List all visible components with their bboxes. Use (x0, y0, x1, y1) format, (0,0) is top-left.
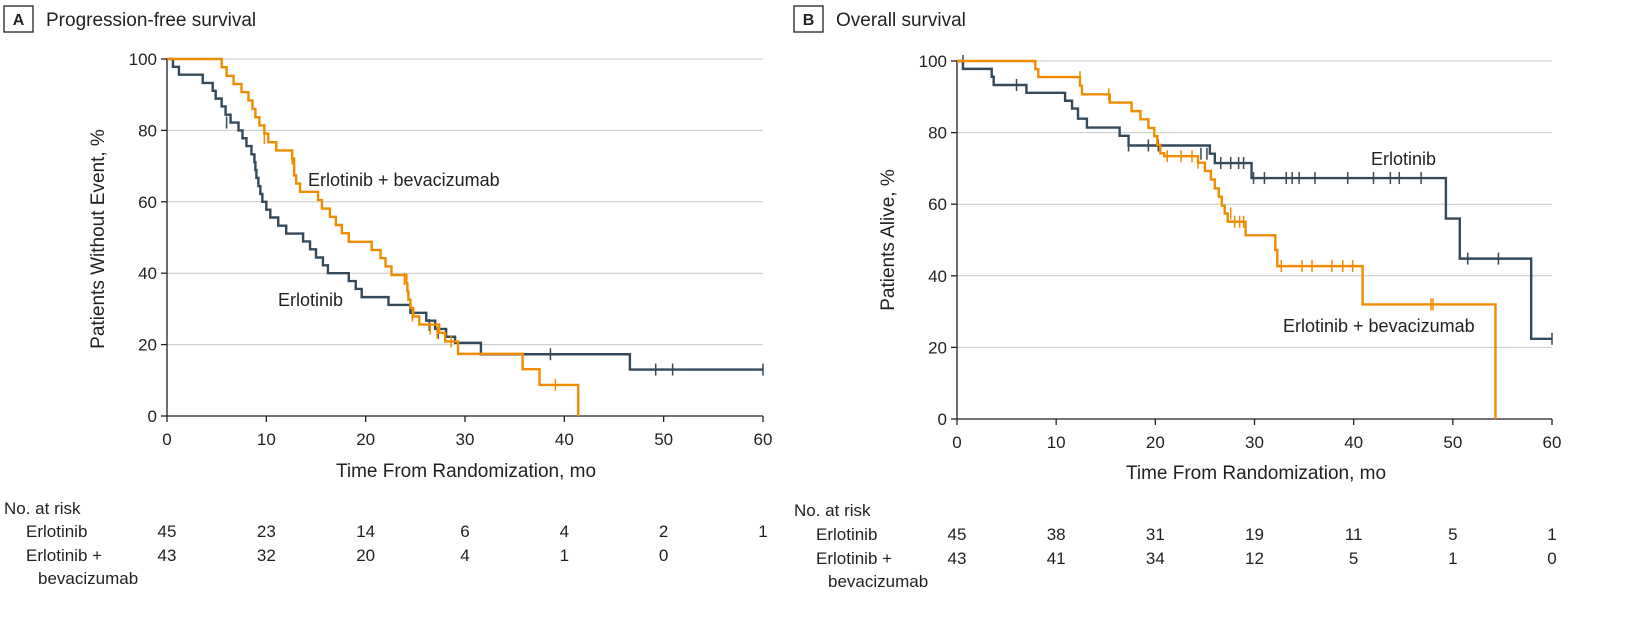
panel-a-at-risk-combo-10: 32 (257, 546, 276, 565)
panel-a-y-tick-label-60: 60 (138, 193, 157, 212)
panel-a-at-risk-combo-0: 43 (158, 546, 177, 565)
panel-a-curve-combo (167, 57, 580, 416)
panel-b-x-axis-title: Time From Randomization, mo (1126, 463, 1386, 484)
panel-b-x-tick-label-40: 40 (1344, 433, 1363, 452)
panel-a-letter: A (13, 12, 25, 29)
panel-b-y-tick-label-60: 60 (928, 195, 947, 214)
panel-a-y-axis-title: Patients Without Event, % (88, 129, 109, 349)
panel-a-title: Progression-free survival (46, 10, 256, 31)
panel-a-y-tick-label-20: 20 (138, 336, 157, 355)
panel-b-at-risk-erlotinib-10: 38 (1047, 525, 1066, 544)
panel-b-at-risk-label-erlotinib: Erlotinib (816, 525, 877, 544)
panel-a-x-tick-labels: 0 10 20 30 40 50 60 (162, 430, 772, 449)
panel-a-at-risk-combo-30: 4 (460, 546, 469, 565)
panel-a-y-tick-label-40: 40 (138, 264, 157, 283)
panel-b-at-risk-label-combo-line2: bevacizumab (828, 572, 928, 591)
panel-a-y-tick-label-100: 100 (129, 50, 157, 69)
panel-b-at-risk-erlotinib-30: 19 (1245, 525, 1264, 544)
panel-b-at-risk-table: No. at risk Erlotinib Erlotinib + bevaci… (794, 501, 1557, 591)
panel-b-axes (951, 60, 1553, 425)
panel-b-x-tick-label-50: 50 (1443, 433, 1462, 452)
panel-a-at-risk-erlotinib-50: 2 (659, 522, 668, 541)
panel-b-at-risk-combo-20: 34 (1146, 549, 1165, 568)
panel-b-y-tick-label-100: 100 (919, 52, 947, 71)
panel-b-letter: B (803, 12, 815, 29)
panel-a-at-risk-erlotinib-0: 45 (158, 522, 177, 541)
panel-a-y-tick-label-80: 80 (138, 121, 157, 140)
panel-b-at-risk-combo-50: 1 (1448, 549, 1457, 568)
panel-b-curve-erlotinib (957, 59, 1552, 341)
panel-a-y-tick-labels: 0 20 40 60 80 100 (129, 50, 157, 426)
panel-b-annotation-combo: Erlotinib + bevacizumab (1283, 316, 1475, 336)
panel-a-at-risk-label-combo-line1: Erlotinib + (26, 546, 102, 565)
panel-a-y-tick-label-0: 0 (148, 407, 157, 426)
panel-b-at-risk-erlotinib-60: 1 (1547, 525, 1556, 544)
panel-b-y-tick-label-20: 20 (928, 338, 947, 357)
panel-a-at-risk-erlotinib-30: 6 (460, 522, 469, 541)
panel-a-at-risk-erlotinib-60: 1 (758, 522, 767, 541)
panel-a-x-tick-label-10: 10 (257, 430, 276, 449)
panel-b-at-risk-combo-0: 43 (948, 549, 967, 568)
panel-a-at-risk-combo-20: 20 (356, 546, 375, 565)
panel-a-x-axis-title: Time From Randomization, mo (336, 461, 596, 482)
panel-a-gridlines (167, 58, 763, 346)
panel-b-at-risk-values: 45 38 31 19 11 5 1 43 41 34 12 5 1 0 (948, 525, 1557, 568)
panel-b-y-tick-labels: 0 20 40 60 80 100 (919, 52, 947, 429)
panel-a-at-risk-table: No. at risk Erlotinib Erlotinib + bevaci… (4, 499, 768, 588)
panel-b-at-risk-erlotinib-50: 5 (1448, 525, 1457, 544)
panel-b-x-tick-label-0: 0 (952, 433, 961, 452)
panel-a-at-risk-erlotinib-10: 23 (257, 522, 276, 541)
panel-a-curve-erlotinib (167, 57, 763, 371)
panel-a-letter-box (3, 5, 34, 33)
panel-a-progression-free-survival: A Progression-free survival 020406080100… (3, 5, 772, 588)
panel-a-at-risk-header: No. at risk (4, 499, 81, 518)
panel-b-curves (957, 55, 1553, 419)
panel-a-at-risk-erlotinib-40: 4 (560, 522, 569, 541)
panel-b-at-risk-header: No. at risk (794, 501, 871, 520)
panel-b-y-tick-label-80: 80 (928, 124, 947, 143)
panel-b-y-tick-label-40: 40 (928, 267, 947, 286)
panel-b-at-risk-label-combo-line1: Erlotinib + (816, 549, 892, 568)
panel-a-annotation-erlotinib: Erlotinib (278, 290, 343, 310)
panel-b-at-risk-combo-30: 12 (1245, 549, 1264, 568)
panel-b-gridlines (957, 60, 1552, 348)
panel-a-at-risk-combo-40: 1 (560, 546, 569, 565)
panel-b-at-risk-erlotinib-20: 31 (1146, 525, 1165, 544)
panel-b-y-axis-title: Patients Alive, % (878, 169, 899, 311)
panel-b-curve-combo (957, 59, 1497, 419)
panel-a-at-risk-values: 45 23 14 6 4 2 1 43 32 20 4 1 0 (158, 522, 768, 565)
panel-b-at-risk-combo-60: 0 (1547, 549, 1556, 568)
panel-b-x-tick-label-30: 30 (1245, 433, 1264, 452)
panel-a-at-risk-label-combo-line2: bevacizumab (38, 569, 138, 588)
panel-b-x-tick-label-10: 10 (1047, 433, 1066, 452)
panel-b-at-risk-combo-40: 5 (1349, 549, 1358, 568)
panel-b-x-tick-labels: 0 10 20 30 40 50 60 (952, 433, 1561, 452)
panel-a-at-risk-label-erlotinib: Erlotinib (26, 522, 87, 541)
panel-b-letter-box (793, 5, 824, 33)
panel-a-at-risk-erlotinib-20: 14 (356, 522, 375, 541)
panel-a-x-tick-label-40: 40 (555, 430, 574, 449)
panel-a-curves (167, 57, 764, 416)
panel-b-x-tick-label-20: 20 (1146, 433, 1165, 452)
panel-a-x-tick-label-20: 20 (356, 430, 375, 449)
panel-b-title: Overall survival (836, 10, 966, 31)
panel-b-at-risk-erlotinib-0: 45 (948, 525, 967, 544)
panel-b-x-tick-label-60: 60 (1543, 433, 1562, 452)
panel-a-annotation-combo: Erlotinib + bevacizumab (308, 170, 500, 190)
panel-a-axes (161, 58, 764, 422)
panel-b-annotation-erlotinib: Erlotinib (1371, 149, 1436, 169)
panel-a-at-risk-combo-50: 0 (659, 546, 668, 565)
panel-a-x-tick-label-30: 30 (456, 430, 475, 449)
panel-b-at-risk-erlotinib-40: 11 (1345, 525, 1363, 544)
panel-b-y-tick-label-0: 0 (938, 410, 947, 429)
panel-a-x-tick-label-60: 60 (754, 430, 773, 449)
panel-a-x-tick-label-50: 50 (654, 430, 673, 449)
panel-b-at-risk-combo-10: 41 (1047, 549, 1066, 568)
panel-a-x-tick-label-0: 0 (162, 430, 171, 449)
